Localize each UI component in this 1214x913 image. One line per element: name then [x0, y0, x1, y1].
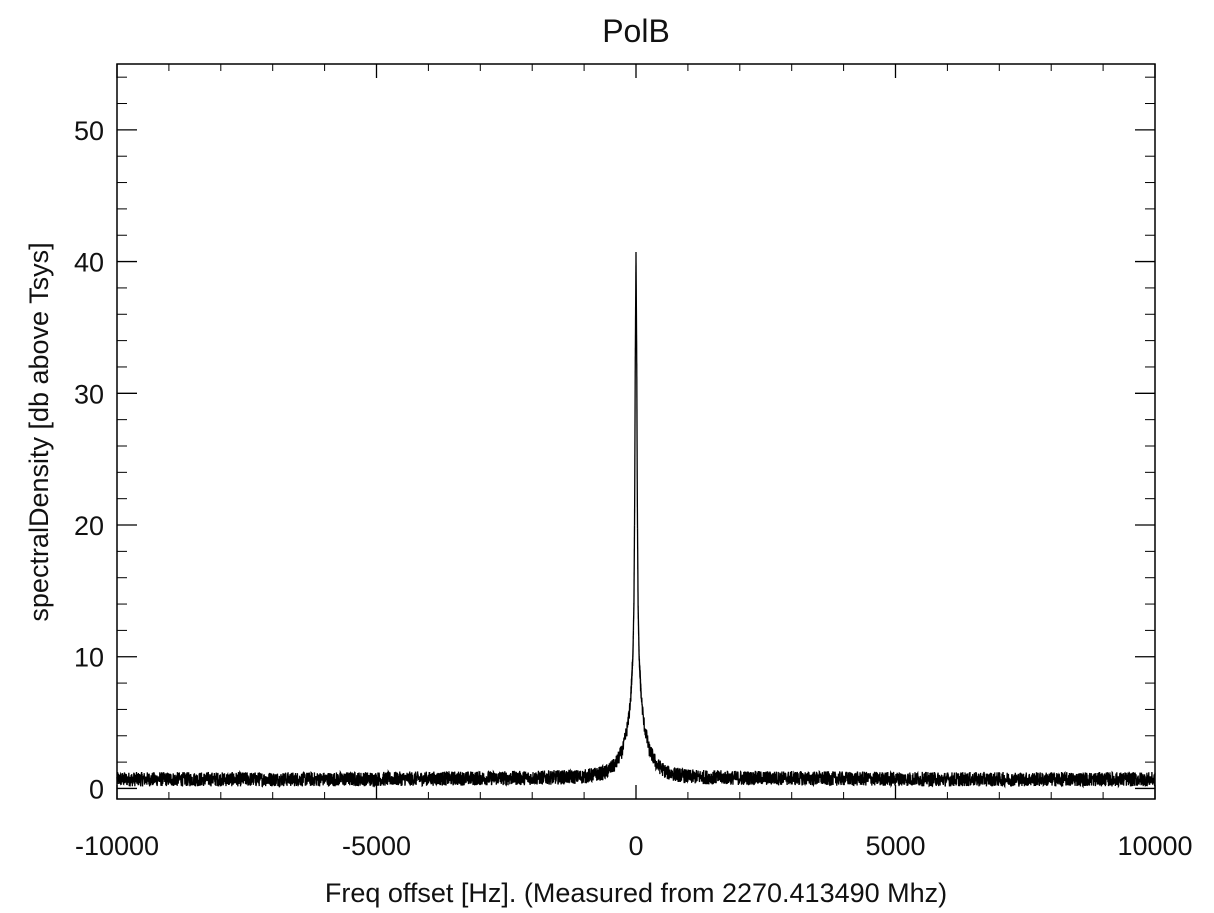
x-tick-label: 10000 [1117, 831, 1192, 861]
chart-title: PolB [602, 13, 670, 49]
y-tick-label: 40 [74, 248, 104, 278]
x-axis-title: Freq offset [Hz]. (Measured from 2270.41… [325, 878, 947, 908]
y-tick-label: 50 [74, 116, 104, 146]
y-tick-label: 20 [74, 511, 104, 541]
x-tick-label: 5000 [865, 831, 925, 861]
y-axis-ticks [117, 76, 1155, 790]
x-tick-label: -10000 [75, 831, 159, 861]
series-line-polb [116, 252, 1156, 789]
plot-frame [116, 63, 1156, 800]
plot-area [116, 63, 1156, 800]
y-tick-label: 0 [89, 774, 104, 804]
x-tick-label: -5000 [342, 831, 411, 861]
y-tick-label: 30 [74, 379, 104, 409]
x-tick-label: 0 [628, 831, 643, 861]
x-axis-tick-labels: -10000 -5000 0 5000 10000 [75, 831, 1193, 861]
y-axis-title: spectralDensity [db above Tsys] [24, 242, 54, 621]
x-axis-ticks [116, 64, 1156, 799]
y-tick-label: 10 [74, 643, 104, 673]
y-axis-tick-labels: 0 10 20 30 40 50 [74, 116, 104, 805]
